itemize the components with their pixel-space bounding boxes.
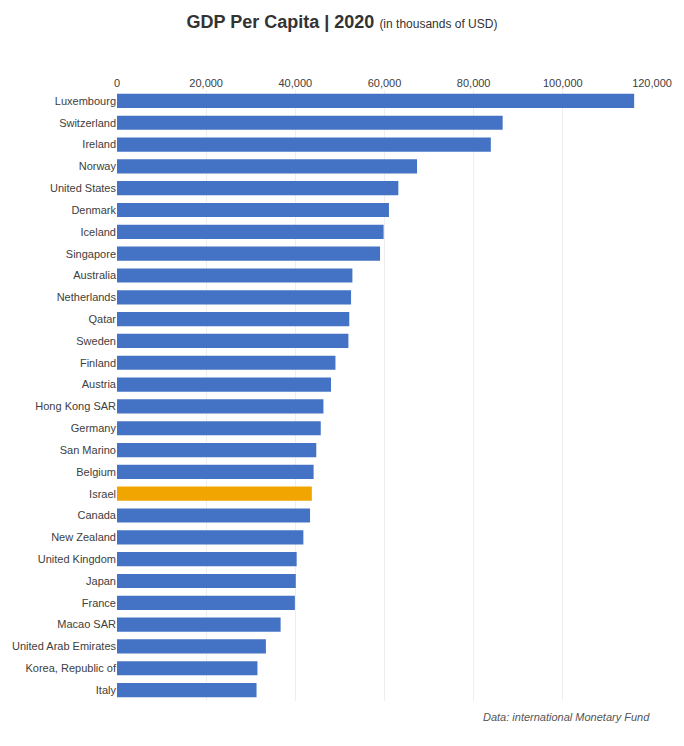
svg-text:United Kingdom: United Kingdom — [38, 553, 116, 565]
svg-text:40,000: 40,000 — [279, 77, 313, 89]
svg-text:Switzerland: Switzerland — [59, 117, 116, 129]
svg-text:GDP Per Capita | 2020 (in thou: GDP Per Capita | 2020 (in thousands of U… — [187, 12, 498, 32]
svg-text:France: France — [82, 597, 116, 609]
svg-text:Ireland: Ireland — [82, 138, 116, 150]
svg-text:Singapore: Singapore — [66, 248, 116, 260]
svg-text:Data: international Monetary F: Data: international Monetary Fund — [483, 711, 650, 723]
svg-text:San Marino: San Marino — [60, 444, 116, 456]
svg-text:120,000: 120,000 — [632, 77, 672, 89]
svg-text:New Zealand: New Zealand — [51, 531, 116, 543]
svg-text:80,000: 80,000 — [457, 77, 491, 89]
svg-text:Macao SAR: Macao SAR — [57, 618, 116, 630]
svg-text:20,000: 20,000 — [189, 77, 223, 89]
svg-text:Austria: Austria — [82, 378, 117, 390]
svg-text:Sweden: Sweden — [76, 335, 116, 347]
svg-text:Denmark: Denmark — [71, 204, 116, 216]
svg-text:60,000: 60,000 — [368, 77, 402, 89]
svg-text:Netherlands: Netherlands — [57, 291, 117, 303]
svg-text:Australia: Australia — [73, 269, 117, 281]
svg-text:0: 0 — [114, 77, 120, 89]
svg-text:Italy: Italy — [96, 684, 117, 696]
svg-text:United States: United States — [50, 182, 117, 194]
svg-text:United Arab Emirates: United Arab Emirates — [12, 640, 116, 652]
svg-text:Qatar: Qatar — [88, 313, 116, 325]
svg-text:Germany: Germany — [71, 422, 117, 434]
svg-text:Luxembourg: Luxembourg — [55, 95, 116, 107]
svg-text:Finland: Finland — [80, 357, 116, 369]
svg-text:Iceland: Iceland — [81, 226, 116, 238]
svg-text:100,000: 100,000 — [543, 77, 583, 89]
svg-text:Canada: Canada — [77, 509, 116, 521]
svg-text:Belgium: Belgium — [76, 466, 116, 478]
svg-text:Japan: Japan — [86, 575, 116, 587]
svg-text:Korea, Republic of: Korea, Republic of — [26, 662, 117, 674]
svg-text:Israel: Israel — [89, 488, 116, 500]
svg-text:Hong Kong SAR: Hong Kong SAR — [35, 400, 116, 412]
svg-text:Norway: Norway — [79, 160, 117, 172]
